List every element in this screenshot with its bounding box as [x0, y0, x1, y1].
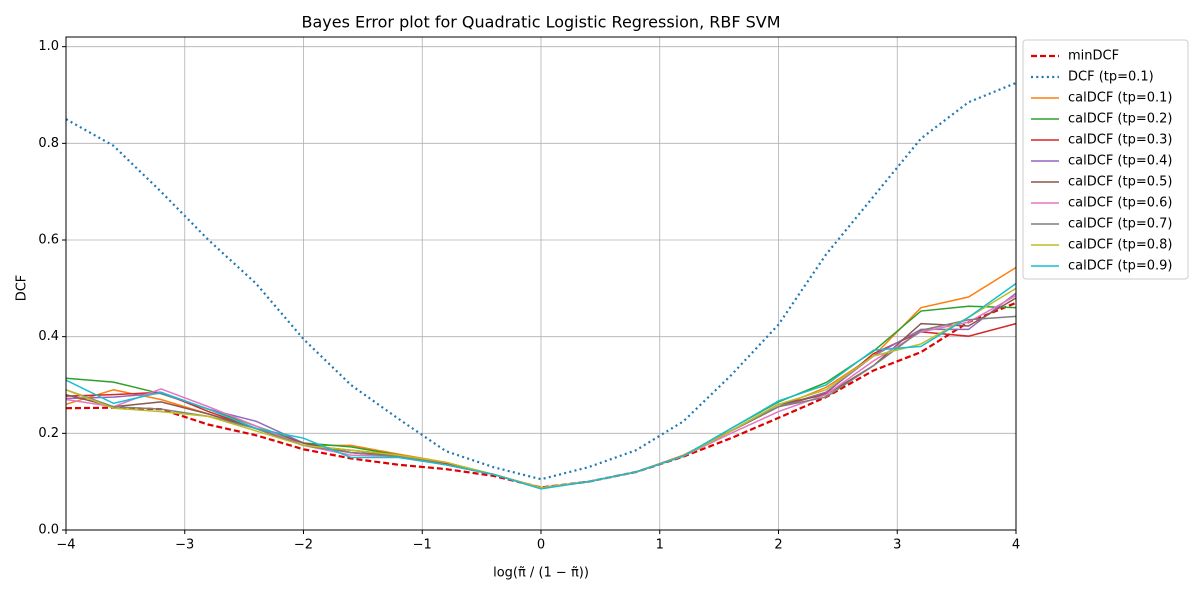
y-tick-label: 0.6: [38, 233, 59, 248]
legend-label: calDCF (tp=0.6): [1068, 196, 1172, 211]
x-tick-label: −3: [175, 538, 194, 553]
plot-frame: [65, 36, 1017, 531]
legend-label: calDCF (tp=0.1): [1068, 91, 1172, 106]
x-tick-label: −1: [413, 538, 432, 553]
y-tick-label: 0.8: [38, 136, 59, 151]
legend-label: calDCF (tp=0.8): [1068, 238, 1172, 253]
y-tick-label: 0.2: [38, 426, 59, 441]
y-axis-label: DCF: [15, 275, 30, 302]
chart-title: Bayes Error plot for Quadratic Logistic …: [301, 13, 780, 32]
legend-label: DCF (tp=0.1): [1068, 70, 1154, 85]
y-tick-label: 0.0: [38, 523, 59, 538]
x-tick-label: 4: [1012, 538, 1020, 553]
y-tick-label: 0.4: [38, 329, 59, 344]
legend-label: calDCF (tp=0.3): [1068, 133, 1172, 148]
series-line: [65, 301, 1017, 489]
x-tick-label: 3: [893, 538, 901, 553]
x-tick-label: −2: [294, 538, 313, 553]
x-tick-label: 0: [537, 538, 545, 553]
x-axis-label: log(π̃ / (1 − π̃)): [493, 566, 589, 581]
y-tick-label: 1.0: [38, 39, 59, 54]
x-tick-label: −4: [56, 538, 75, 553]
x-tick-label: 1: [656, 538, 664, 553]
legend-box: [1022, 39, 1189, 280]
legend-label: calDCF (tp=0.9): [1068, 259, 1172, 274]
legend-label: calDCF (tp=0.5): [1068, 175, 1172, 190]
legend-label: calDCF (tp=0.2): [1068, 112, 1172, 127]
legend-label: minDCF: [1068, 49, 1119, 64]
x-tick-label: 2: [774, 538, 782, 553]
series-line: [65, 282, 1017, 490]
legend-label: calDCF (tp=0.7): [1068, 217, 1172, 232]
legend-label: calDCF (tp=0.4): [1068, 154, 1172, 169]
series-line: [65, 287, 1017, 489]
